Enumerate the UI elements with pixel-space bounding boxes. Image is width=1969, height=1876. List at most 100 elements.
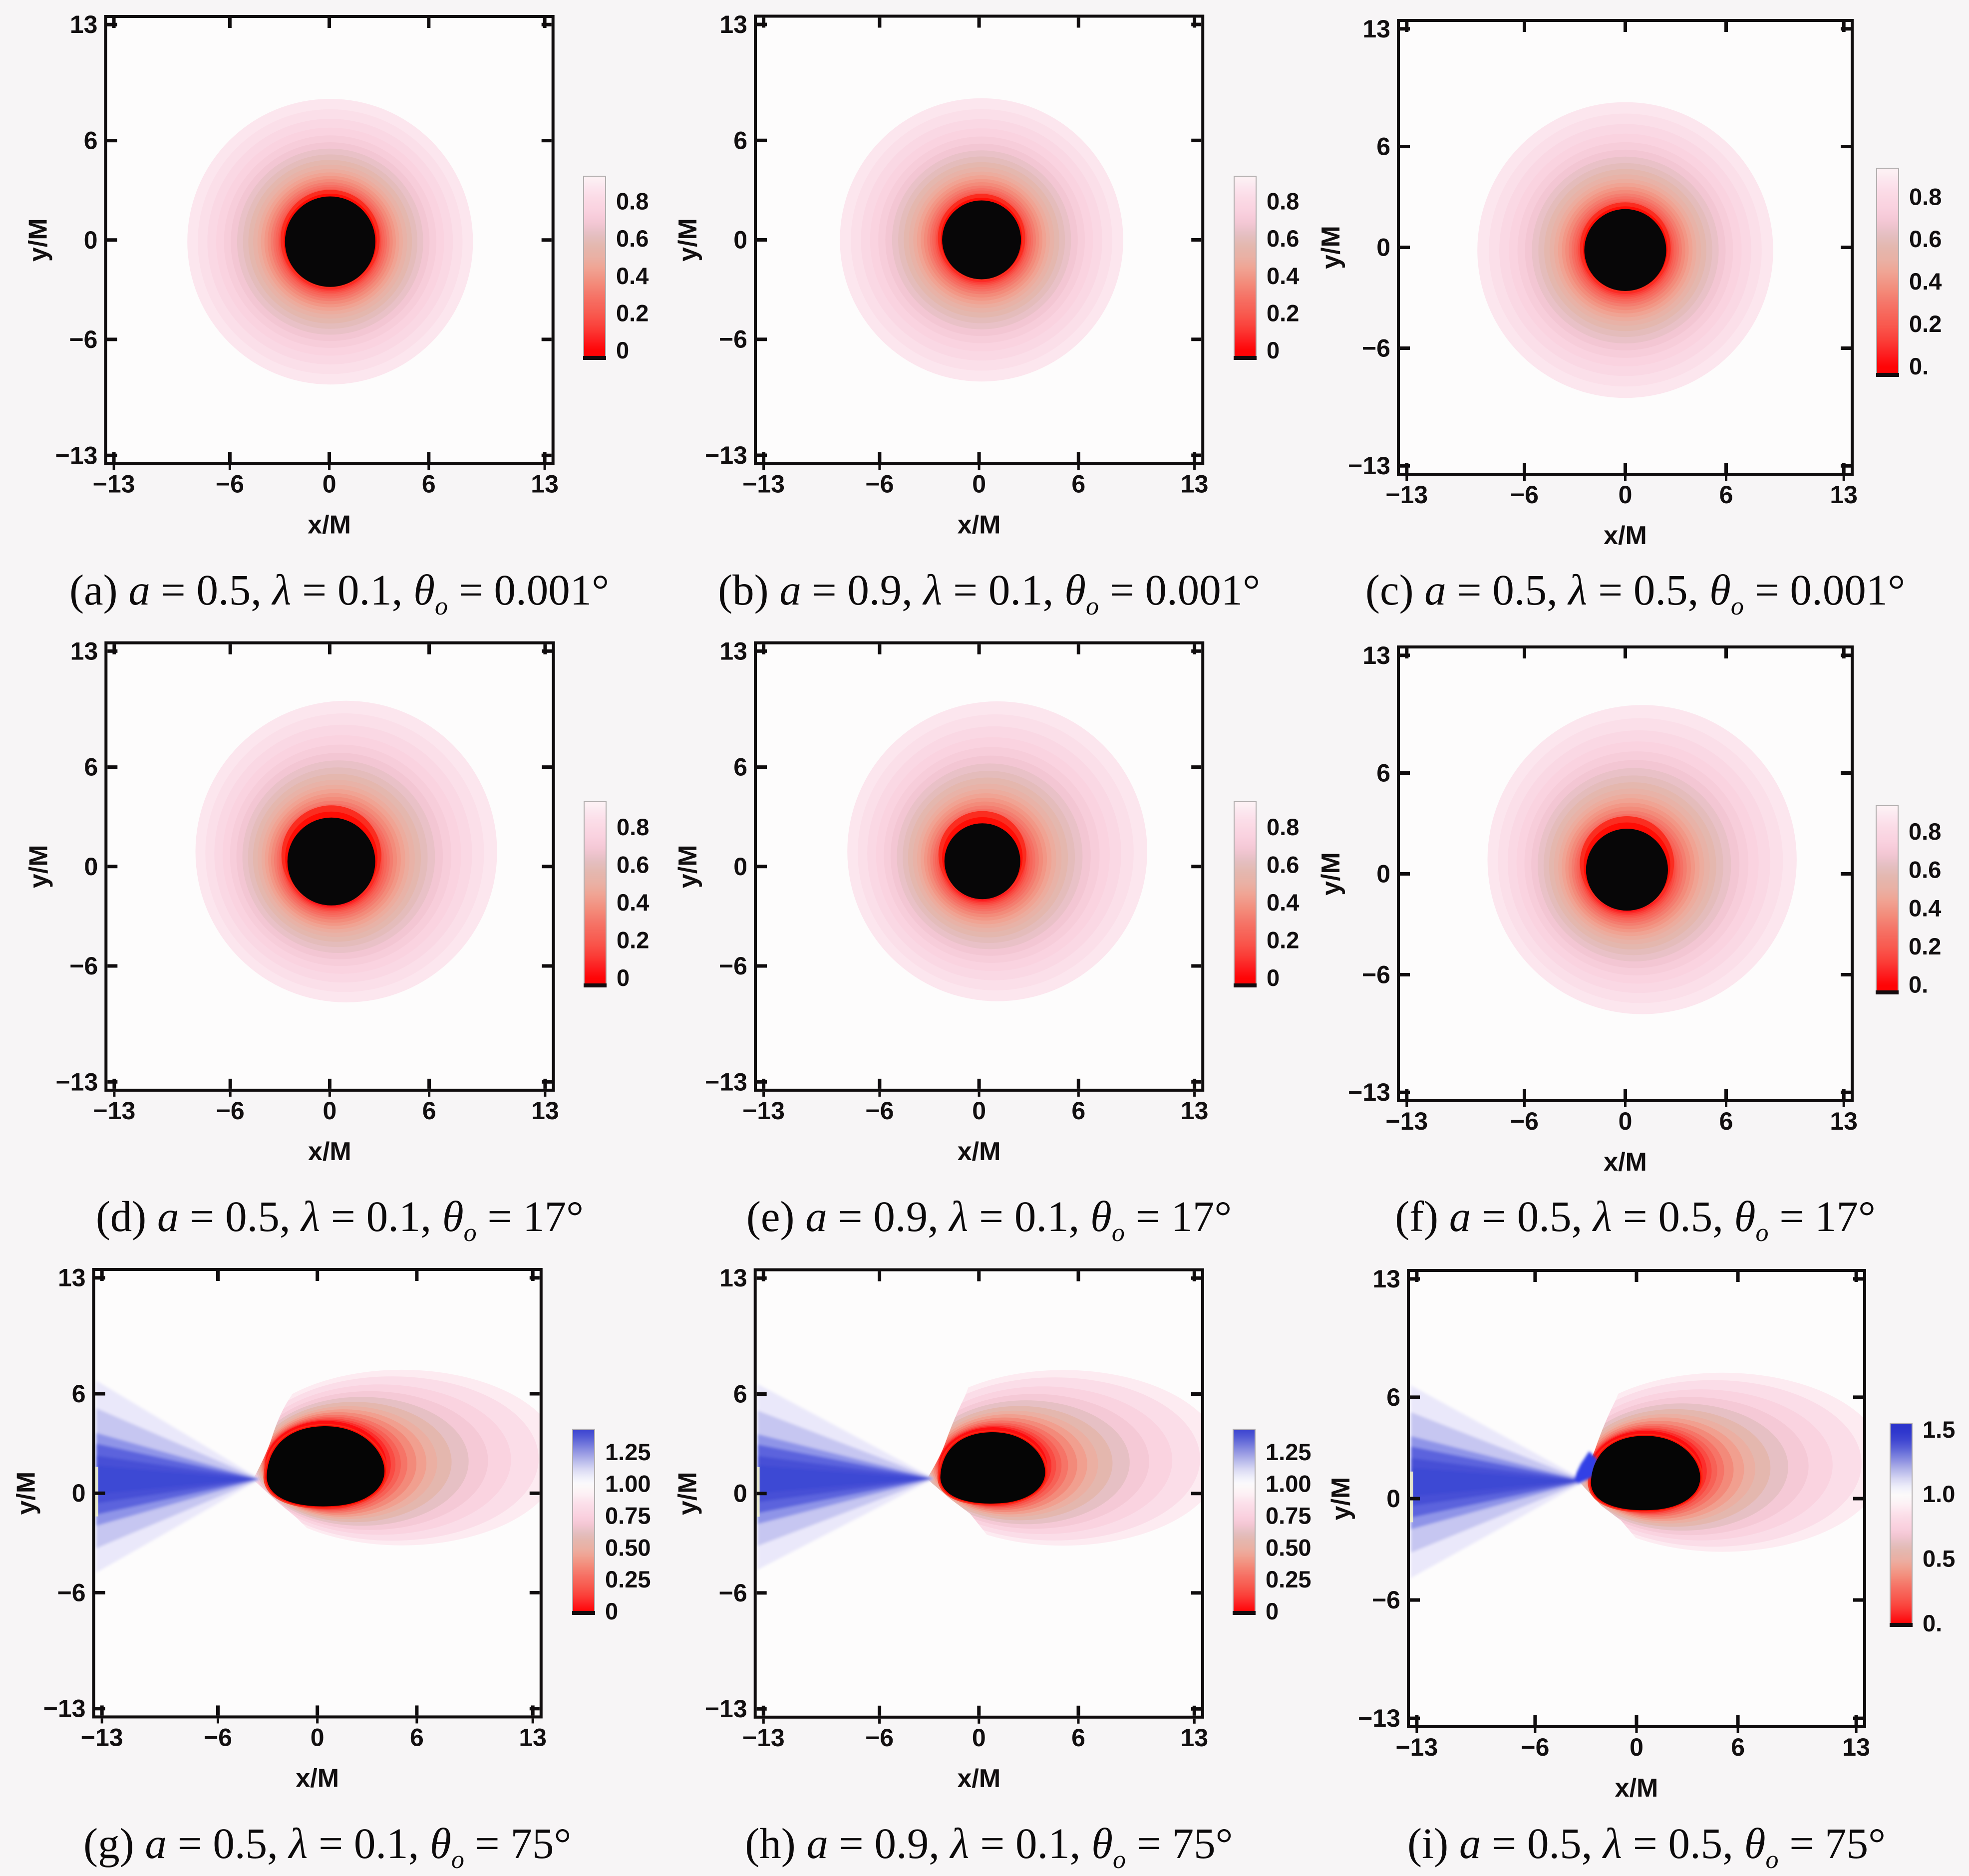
svg-text:(b) a = 0.9, λ = 0.1, θo = 0.0: (b) a = 0.9, λ = 0.1, θo = 0.001° (718, 566, 1260, 621)
svg-text:6: 6 (733, 126, 747, 154)
svg-text:6: 6 (422, 470, 436, 498)
svg-text:0: 0 (311, 1723, 325, 1751)
svg-text:(h) a = 0.9, λ = 0.1, θo = 75°: (h) a = 0.9, λ = 0.1, θo = 75° (745, 1819, 1233, 1874)
svg-text:0: 0 (84, 226, 98, 254)
svg-text:x/M: x/M (308, 1137, 351, 1166)
svg-text:13: 13 (519, 1723, 547, 1751)
svg-text:0: 0 (972, 1097, 986, 1125)
svg-text:−6: −6 (1510, 481, 1539, 509)
svg-text:1.0: 1.0 (1923, 1481, 1955, 1507)
svg-text:0: 0 (1630, 1733, 1643, 1761)
svg-text:6: 6 (1731, 1733, 1745, 1761)
svg-text:−6: −6 (69, 325, 97, 353)
svg-text:13: 13 (70, 10, 98, 38)
svg-text:−13: −13 (93, 470, 135, 498)
svg-text:0: 0 (1267, 337, 1280, 363)
svg-text:0.4: 0.4 (617, 889, 649, 916)
svg-text:0: 0 (972, 1724, 986, 1752)
svg-text:0.25: 0.25 (605, 1566, 651, 1592)
svg-text:−13: −13 (742, 470, 785, 498)
svg-text:−6: −6 (1362, 334, 1390, 362)
svg-text:−13: −13 (742, 1724, 785, 1752)
svg-text:x/M: x/M (957, 1764, 1000, 1793)
svg-text:13: 13 (1830, 1107, 1858, 1135)
svg-text:(i) a = 0.5, λ = 0.5, θo = 75°: (i) a = 0.5, λ = 0.5, θo = 75° (1407, 1819, 1886, 1874)
svg-text:−6: −6 (216, 1097, 245, 1125)
svg-text:0: 0 (323, 470, 336, 498)
svg-text:0.8: 0.8 (1267, 188, 1299, 214)
svg-text:y/M: y/M (24, 845, 53, 888)
svg-text:6: 6 (1719, 1107, 1733, 1135)
svg-text:−6: −6 (865, 1097, 894, 1125)
svg-text:−13: −13 (55, 1068, 98, 1096)
svg-text:−6: −6 (865, 470, 894, 498)
svg-text:−13: −13 (705, 441, 747, 469)
svg-text:0.75: 0.75 (605, 1503, 651, 1529)
svg-text:6: 6 (72, 1380, 86, 1408)
svg-text:13: 13 (1362, 641, 1390, 669)
svg-text:(d) a = 0.5, λ = 0.1, θo = 17°: (d) a = 0.5, λ = 0.1, θo = 17° (96, 1192, 584, 1247)
svg-text:−6: −6 (57, 1578, 86, 1606)
svg-text:1.25: 1.25 (1266, 1439, 1311, 1465)
svg-text:0.8: 0.8 (616, 188, 649, 214)
svg-text:0.25: 0.25 (1266, 1566, 1311, 1592)
svg-text:6: 6 (84, 753, 98, 781)
svg-text:x/M: x/M (1604, 1148, 1647, 1177)
svg-text:y/M: y/M (673, 218, 702, 262)
svg-text:0: 0 (617, 964, 630, 991)
svg-text:0: 0 (1619, 481, 1633, 509)
svg-text:6: 6 (1071, 1724, 1085, 1752)
svg-text:0.2: 0.2 (616, 300, 649, 326)
svg-text:−6: −6 (1510, 1107, 1539, 1135)
svg-text:0: 0 (605, 1598, 618, 1624)
svg-text:x/M: x/M (1615, 1774, 1658, 1803)
svg-text:6: 6 (733, 753, 747, 781)
svg-text:6: 6 (84, 127, 98, 155)
svg-text:0.2: 0.2 (617, 927, 649, 953)
svg-text:13: 13 (1362, 15, 1390, 43)
svg-text:0: 0 (1619, 1107, 1633, 1135)
svg-text:−13: −13 (1348, 1078, 1390, 1106)
svg-text:y/M: y/M (24, 218, 53, 262)
svg-text:y/M: y/M (12, 1472, 41, 1515)
svg-text:0: 0 (1386, 1485, 1400, 1513)
svg-text:x/M: x/M (958, 511, 1001, 540)
svg-text:−13: −13 (705, 1695, 747, 1723)
svg-text:13: 13 (1180, 1724, 1208, 1752)
svg-text:0.6: 0.6 (1267, 225, 1299, 252)
svg-text:13: 13 (58, 1264, 86, 1292)
svg-text:x/M: x/M (958, 1137, 1001, 1166)
svg-text:1.00: 1.00 (1266, 1471, 1311, 1497)
svg-text:y/M: y/M (1316, 226, 1345, 269)
svg-text:0.50: 0.50 (1266, 1534, 1311, 1561)
svg-text:6: 6 (1071, 470, 1085, 498)
svg-text:y/M: y/M (673, 845, 702, 888)
svg-text:−13: −13 (55, 441, 98, 469)
svg-text:0.2: 0.2 (1909, 933, 1941, 959)
svg-text:0.6: 0.6 (1909, 857, 1941, 883)
svg-text:−6: −6 (719, 1579, 747, 1607)
svg-text:0.2: 0.2 (1267, 300, 1299, 326)
svg-text:−13: −13 (1395, 1733, 1438, 1761)
svg-text:13: 13 (1181, 470, 1209, 498)
svg-text:y/M: y/M (673, 1472, 702, 1515)
svg-text:(a) a = 0.5, λ = 0.1, θo = 0.0: (a) a = 0.5, λ = 0.1, θo = 0.001° (69, 566, 609, 621)
svg-text:−13: −13 (81, 1723, 123, 1751)
svg-text:0.6: 0.6 (617, 851, 649, 878)
svg-text:−13: −13 (1385, 1107, 1428, 1135)
svg-text:1.00: 1.00 (605, 1471, 651, 1497)
svg-text:0.8: 0.8 (1909, 818, 1941, 845)
svg-text:13: 13 (531, 470, 559, 498)
svg-text:13: 13 (1830, 481, 1858, 509)
svg-text:6: 6 (1071, 1097, 1085, 1125)
svg-text:y/M: y/M (1326, 1477, 1355, 1521)
svg-text:−13: −13 (43, 1695, 86, 1723)
svg-text:−13: −13 (93, 1097, 135, 1125)
svg-text:−13: −13 (1385, 481, 1428, 509)
svg-text:0.2: 0.2 (1267, 927, 1299, 953)
svg-text:(f) a = 0.5, λ = 0.5, θo = 17°: (f) a = 0.5, λ = 0.5, θo = 17° (1395, 1192, 1876, 1247)
svg-text:−13: −13 (705, 1068, 747, 1096)
svg-text:0: 0 (72, 1479, 86, 1507)
svg-text:13: 13 (719, 1264, 747, 1292)
svg-text:−6: −6 (204, 1723, 232, 1751)
